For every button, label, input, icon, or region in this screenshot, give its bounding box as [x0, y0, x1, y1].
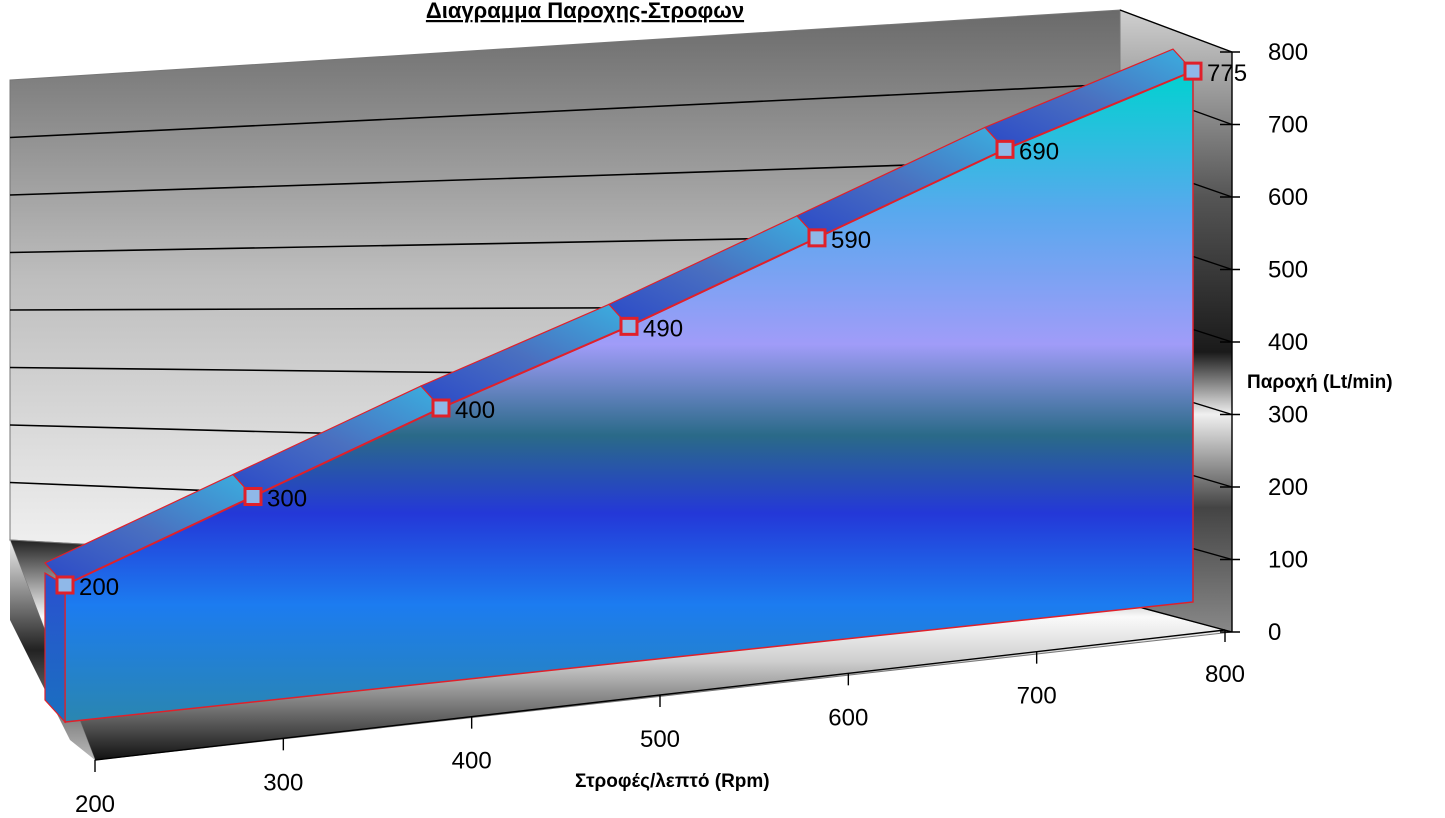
data-marker [55, 575, 75, 595]
y-tick-label: 400 [1268, 329, 1308, 356]
area-series [44, 48, 1195, 724]
data-marker [243, 487, 263, 506]
y-tick-label: 0 [1268, 619, 1281, 646]
y-axis-label: Παροχή (Lt/min) [1247, 372, 1393, 393]
data-marker [1183, 61, 1203, 81]
data-label: 400 [455, 397, 495, 424]
y-tick-label: 800 [1268, 39, 1308, 66]
x-tick-label: 400 [452, 748, 492, 775]
y-tick-label: 600 [1268, 184, 1308, 211]
data-label: 200 [79, 574, 119, 601]
x-tick-label: 200 [75, 791, 115, 818]
y-tick-label: 500 [1268, 257, 1308, 284]
data-label: 490 [643, 315, 683, 342]
x-tick-label: 500 [640, 726, 680, 753]
data-marker [619, 316, 639, 336]
area-end-face [44, 571, 66, 724]
x-tick-label: 600 [828, 704, 868, 731]
data-marker [431, 398, 451, 418]
x-axis: 200 300 400 500 600 700 800 [75, 629, 1245, 818]
y-tick-label: 200 [1268, 474, 1308, 501]
chart-title: Διαγραμμα Παροχης-Στροφων [426, 0, 744, 23]
y-tick-label: 700 [1268, 112, 1308, 139]
data-markers [55, 61, 1203, 595]
data-marker [807, 228, 827, 248]
y-axis: 0 100 200 300 400 500 600 700 800 [1220, 39, 1308, 646]
x-tick-label: 300 [263, 769, 303, 796]
x-tick-label: 700 [1017, 683, 1057, 710]
x-tick-label: 800 [1205, 661, 1245, 688]
data-marker [995, 139, 1015, 159]
data-label: 775 [1207, 60, 1247, 87]
gridline [9, 83, 1121, 139]
data-label: 590 [831, 227, 871, 254]
data-label: 690 [1019, 138, 1059, 165]
side-gridline [1119, 9, 1233, 53]
y-tick-label: 300 [1268, 402, 1308, 429]
x-axis-label: Στροφές/λεπτό (Rpm) [575, 771, 770, 792]
y-tick-label: 100 [1268, 547, 1308, 574]
data-labels: 200 300 400 490 590 690 775 [79, 60, 1247, 601]
data-label: 300 [267, 486, 307, 513]
